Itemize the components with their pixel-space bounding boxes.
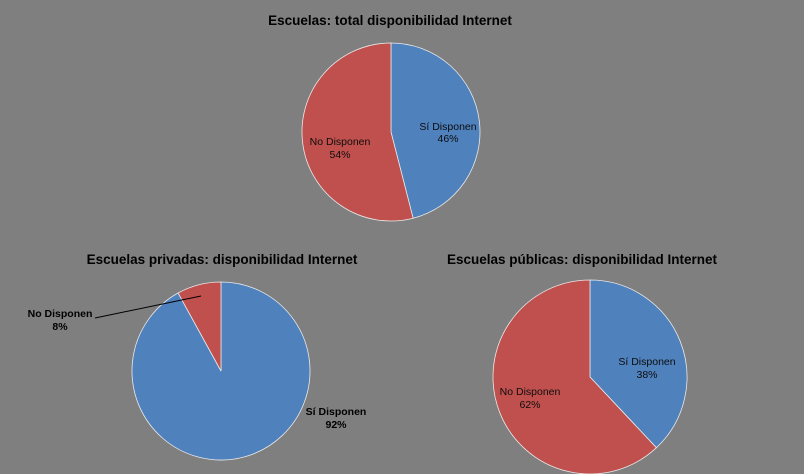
leader-line-privadas-no xyxy=(94,295,202,319)
slice-publicas-no xyxy=(492,279,657,474)
slice-value-privadas-no: 8% xyxy=(52,321,68,333)
slice-label-total-si: Sí Disponen xyxy=(419,121,476,133)
slice-privadas-no xyxy=(177,281,222,372)
slice-publicas-si xyxy=(589,279,688,449)
slice-value-total-no: 54% xyxy=(329,149,350,161)
slice-label-total-no: No Disponen xyxy=(310,136,371,148)
pie-total xyxy=(301,42,481,222)
pie-privadas xyxy=(131,281,311,461)
slice-value-publicas-si: 38% xyxy=(636,369,657,381)
slice-label-privadas-no: No Disponen xyxy=(28,308,93,320)
slice-label-publicas-no: No Disponen xyxy=(500,386,561,398)
slice-total-no xyxy=(301,42,414,222)
slice-label-privadas-si: Sí Disponen xyxy=(306,406,367,418)
slice-label-publicas-si: Sí Disponen xyxy=(618,356,675,368)
slice-value-privadas-si: 92% xyxy=(325,419,347,431)
slice-value-publicas-no: 62% xyxy=(519,399,540,411)
chart-title-total: Escuelas: total disponibilidad Internet xyxy=(268,13,512,28)
chart-title-privadas: Escuelas privadas: disponibilidad Intern… xyxy=(87,252,358,267)
chart-title-publicas: Escuelas públicas: disponibilidad Intern… xyxy=(447,252,718,267)
slice-total-si xyxy=(390,42,481,219)
pie-publicas xyxy=(492,279,688,474)
slice-value-total-si: 46% xyxy=(437,133,458,145)
